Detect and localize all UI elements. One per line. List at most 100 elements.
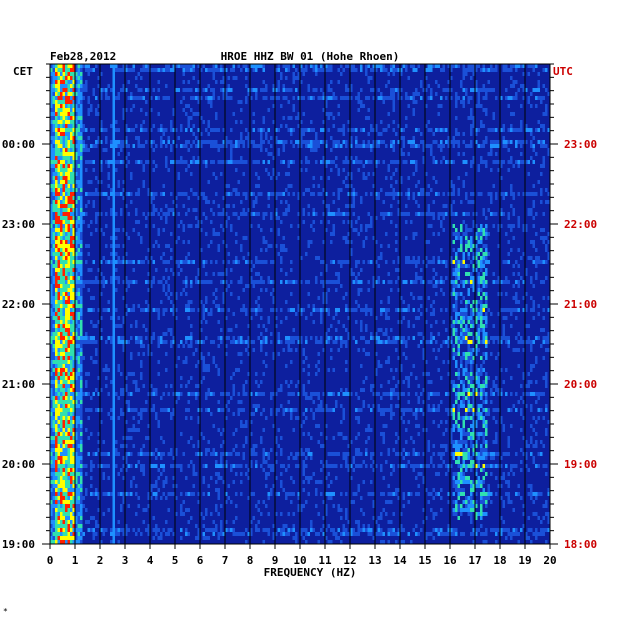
heat-cell bbox=[262, 68, 265, 72]
heat-cell bbox=[262, 324, 265, 328]
heat-cell bbox=[142, 184, 145, 188]
heat-cell bbox=[57, 128, 60, 132]
heat-cell bbox=[145, 256, 148, 260]
heat-cell bbox=[57, 332, 60, 336]
heat-cell bbox=[442, 340, 445, 344]
heat-cell bbox=[77, 236, 80, 240]
heat-cell bbox=[62, 336, 65, 340]
heat-cell bbox=[322, 68, 325, 72]
heat-cell bbox=[430, 92, 433, 96]
heat-cell bbox=[327, 208, 330, 212]
heat-cell bbox=[330, 80, 333, 84]
heat-cell bbox=[370, 336, 373, 340]
heat-cell bbox=[495, 388, 498, 392]
heat-cell bbox=[200, 116, 203, 120]
heat-cell bbox=[100, 260, 103, 264]
heat-cell bbox=[117, 180, 120, 184]
heat-cell bbox=[310, 224, 313, 228]
heat-cell bbox=[375, 68, 378, 72]
heat-cell bbox=[442, 212, 445, 216]
heat-cell bbox=[405, 212, 408, 216]
heat-cell bbox=[332, 340, 335, 344]
heat-cell bbox=[52, 88, 55, 92]
heat-cell bbox=[147, 212, 150, 216]
heat-cell bbox=[125, 164, 128, 168]
heat-cell bbox=[280, 388, 283, 392]
heat-cell bbox=[67, 236, 70, 240]
heat-cell bbox=[235, 144, 238, 148]
heat-cell bbox=[427, 144, 430, 148]
heat-cell bbox=[462, 336, 465, 340]
heat-cell bbox=[377, 140, 380, 144]
heat-cell bbox=[442, 216, 445, 220]
heat-cell bbox=[52, 316, 55, 320]
heat-cell bbox=[480, 68, 483, 72]
heat-cell bbox=[97, 192, 100, 196]
heat-cell bbox=[462, 384, 465, 388]
heat-cell bbox=[72, 264, 75, 268]
heat-cell bbox=[485, 280, 488, 284]
heat-cell bbox=[287, 392, 290, 396]
heat-cell bbox=[157, 344, 160, 348]
heat-cell bbox=[372, 128, 375, 132]
heat-cell bbox=[517, 300, 520, 304]
heat-cell bbox=[475, 104, 478, 108]
heat-cell bbox=[455, 300, 458, 304]
heat-cell bbox=[227, 192, 230, 196]
heat-cell bbox=[165, 308, 168, 312]
heat-cell bbox=[355, 144, 358, 148]
heat-cell bbox=[242, 64, 245, 68]
heat-cell bbox=[140, 308, 143, 312]
heat-cell bbox=[357, 232, 360, 236]
heat-cell bbox=[70, 352, 73, 356]
heat-cell bbox=[75, 304, 78, 308]
heat-cell bbox=[157, 316, 160, 320]
heat-cell bbox=[75, 260, 78, 264]
heat-cell bbox=[402, 136, 405, 140]
heat-cell bbox=[260, 348, 263, 352]
heat-cell bbox=[165, 220, 168, 224]
heat-cell bbox=[277, 140, 280, 144]
heat-cell bbox=[465, 72, 468, 76]
heat-cell bbox=[65, 144, 68, 148]
heat-cell bbox=[392, 96, 395, 100]
heat-cell bbox=[457, 312, 460, 316]
heat-cell bbox=[447, 64, 450, 68]
heat-cell bbox=[335, 340, 338, 344]
heat-cell bbox=[197, 160, 200, 164]
heat-cell bbox=[347, 88, 350, 92]
heat-cell bbox=[282, 192, 285, 196]
heat-cell bbox=[222, 96, 225, 100]
heat-cell bbox=[237, 340, 240, 344]
heat-cell bbox=[92, 360, 95, 364]
heat-cell bbox=[67, 132, 70, 136]
heat-cell bbox=[350, 204, 353, 208]
heat-cell bbox=[315, 212, 318, 216]
heat-cell bbox=[62, 224, 65, 228]
heat-cell bbox=[177, 88, 180, 92]
heat-cell bbox=[112, 332, 115, 336]
heat-cell bbox=[497, 336, 500, 340]
heat-cell bbox=[385, 192, 388, 196]
heat-cell bbox=[170, 148, 173, 152]
heat-cell bbox=[272, 88, 275, 92]
heat-cell bbox=[400, 180, 403, 184]
heat-cell bbox=[300, 144, 303, 148]
heat-cell bbox=[442, 88, 445, 92]
heat-cell bbox=[462, 296, 465, 300]
heat-cell bbox=[302, 140, 305, 144]
heat-cell bbox=[492, 144, 495, 148]
heat-cell bbox=[52, 304, 55, 308]
heat-cell bbox=[185, 104, 188, 108]
heat-cell bbox=[230, 396, 233, 400]
heat-cell bbox=[95, 192, 98, 196]
heat-cell bbox=[120, 144, 123, 148]
heat-cell bbox=[487, 232, 490, 236]
heat-cell bbox=[180, 268, 183, 272]
heat-cell bbox=[55, 88, 58, 92]
heat-cell bbox=[110, 140, 113, 144]
heat-cell bbox=[57, 336, 60, 340]
heat-cell bbox=[372, 336, 375, 340]
heat-cell bbox=[52, 344, 55, 348]
heat-cell bbox=[275, 316, 278, 320]
